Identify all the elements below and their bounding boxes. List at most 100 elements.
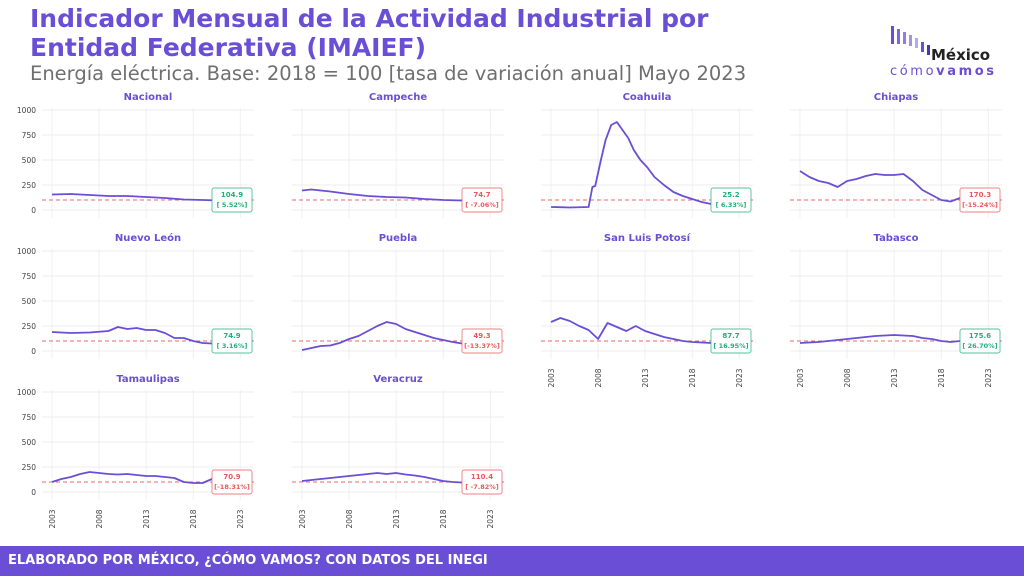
panel-veracruz: Veracruz 110.4 [ -7.82%] 2003 2008 2013 2018 20… — [292, 374, 504, 529]
x-tick-label: 2018 — [937, 368, 946, 387]
x-tick-label: 2008 — [95, 509, 104, 528]
value-label-last: 74.7 — [473, 191, 490, 199]
logo-wordmark: México — [931, 46, 991, 64]
value-label-last: 104.9 — [221, 191, 243, 199]
value-label: 175.6 [ 26.70%] — [959, 328, 1001, 354]
x-tick-label: 2023 — [486, 509, 495, 528]
x-tick-label: 2013 — [392, 509, 401, 528]
value-label: 74.9 [ 3.16%] — [211, 328, 253, 354]
y-tick-label: 250 — [22, 322, 37, 331]
value-label-box — [211, 328, 253, 354]
value-label-box — [211, 187, 253, 213]
value-label-box — [461, 469, 503, 495]
page-subtitle: Energía eléctrica. Base: 2018 = 100 [tas… — [30, 62, 747, 85]
value-label-change: [ 6.33%] — [716, 201, 747, 209]
series-line — [301, 321, 495, 351]
value-label-change: [ 26.70%] — [962, 342, 997, 350]
value-label-box — [461, 328, 503, 354]
value-label-change: [ 16.95%] — [713, 342, 748, 350]
value-label: 25.2 [ 6.33%] — [710, 187, 752, 213]
value-label: 49.3 [-13.37%] — [461, 328, 503, 354]
value-label-box — [211, 469, 253, 495]
panel-nuevo-leon: Nuevo León 0 250 500 750 1000 74.9 [ 3.16%] — [17, 232, 254, 359]
panel-tabasco: Tabasco 175.6 [ 26.70%] 2003 2008 2013 2018 202… — [790, 233, 1002, 388]
x-tick-label: 2018 — [189, 509, 198, 528]
panel-nacional: Nacional 0 250 500 750 1000 104.9 [ 5.52%] — [17, 92, 254, 218]
x-tick-label: 2003 — [547, 368, 556, 387]
y-tick-label: 1000 — [17, 388, 36, 397]
panel-coahuila: Coahuila 25.2 [ 6.33%] — [541, 92, 753, 218]
value-label-change: [ 5.52%] — [217, 201, 248, 209]
panel-title: Tabasco — [874, 233, 919, 244]
x-tick-label: 2018 — [688, 368, 697, 387]
logo-bars-icon — [891, 26, 930, 55]
value-label: 104.9 [ 5.52%] — [211, 187, 253, 213]
panel-chiapas: Chiapas 170.3 [-15.24%] — [790, 92, 1002, 218]
value-label: 70.9 [-18.31%] — [211, 469, 253, 495]
page-title: Indicador Mensual de la Actividad Indust… — [30, 4, 709, 62]
panel-tamaulipas: Tamaulipas 0 250 500 750 1000 70.9 [-18.31%] 200… — [17, 374, 254, 529]
value-label-last: 25.2 — [722, 191, 739, 199]
x-tick-label: 2008 — [594, 368, 603, 387]
x-tick-label: 2023 — [735, 368, 744, 387]
value-label-change: [ -7.06%] — [465, 201, 498, 209]
panel-title: Nuevo León — [115, 232, 181, 244]
logo-tagline: cómovamos — [890, 64, 997, 79]
x-tick-label: 2003 — [298, 509, 307, 528]
panel-puebla: Puebla 49.3 [-13.37%] — [292, 233, 504, 359]
value-label-last: 110.4 — [471, 473, 493, 481]
footer-credit: ELABORADO POR MÉXICO, ¿CÓMO VAMOS? CON D… — [8, 553, 488, 568]
value-label-box — [710, 328, 752, 354]
footer-bar: ELABORADO POR MÉXICO, ¿CÓMO VAMOS? CON D… — [0, 546, 1024, 576]
y-tick-label: 750 — [22, 131, 37, 140]
series-line — [799, 332, 993, 344]
series-line — [51, 193, 245, 202]
value-label-box — [959, 187, 1001, 213]
mexico-como-vamos-logo: México cómovamos — [888, 20, 1003, 84]
panel-san-luis-potosi: San Luis Potosí 87.7 [ 16.95%] 2003 2008 2013… — [541, 232, 753, 388]
value-label-change: [-18.31%] — [214, 483, 250, 491]
value-label: 87.7 [ 16.95%] — [710, 328, 752, 354]
y-tick-label: 500 — [22, 297, 37, 306]
x-tick-label: 2008 — [345, 509, 354, 528]
y-tick-label: 0 — [31, 347, 36, 356]
value-label-last: 170.3 — [969, 191, 991, 199]
value-label-change: [ 3.16%] — [217, 342, 248, 350]
panel-title: Veracruz — [373, 374, 423, 385]
value-label-last: 87.7 — [722, 332, 739, 340]
series-line — [550, 121, 744, 209]
x-tick-label: 2003 — [48, 509, 57, 528]
value-label: 170.3 [-15.24%] — [959, 187, 1001, 213]
panel-title: Coahuila — [623, 92, 672, 103]
value-label-change: [ -7.82%] — [465, 483, 498, 491]
y-tick-label: 250 — [22, 181, 37, 190]
panel-title: Campeche — [369, 92, 427, 103]
panel-title: Puebla — [379, 233, 418, 244]
value-label-box — [710, 187, 752, 213]
y-tick-label: 0 — [31, 206, 36, 215]
panel-title: Tamaulipas — [116, 374, 179, 385]
y-tick-label: 250 — [22, 463, 37, 472]
value-label-last: 49.3 — [473, 332, 490, 340]
value-label-last: 175.6 — [969, 332, 991, 340]
series-line — [799, 170, 993, 203]
y-tick-label: 1000 — [17, 106, 36, 115]
panel-title: San Luis Potosí — [604, 232, 691, 244]
value-label-last: 70.9 — [223, 473, 240, 481]
value-label: 110.4 [ -7.82%] — [461, 469, 503, 495]
series-line — [51, 471, 245, 486]
x-tick-label: 2013 — [890, 368, 899, 387]
value-label-box — [959, 328, 1001, 354]
panel-title: Nacional — [124, 92, 173, 103]
x-tick-label: 2013 — [142, 509, 151, 528]
logo-tagline-a: cómo — [890, 64, 937, 79]
value-label: 74.7 [ -7.06%] — [461, 187, 503, 213]
y-tick-label: 500 — [22, 156, 37, 165]
x-tick-label: 2003 — [796, 368, 805, 387]
panel-campeche: Campeche 74.7 [ -7.06%] — [292, 92, 504, 218]
value-label-box — [461, 187, 503, 213]
series-line — [550, 317, 744, 345]
y-tick-label: 750 — [22, 272, 37, 281]
value-label-change: [-13.37%] — [464, 342, 500, 350]
y-tick-label: 0 — [31, 488, 36, 497]
